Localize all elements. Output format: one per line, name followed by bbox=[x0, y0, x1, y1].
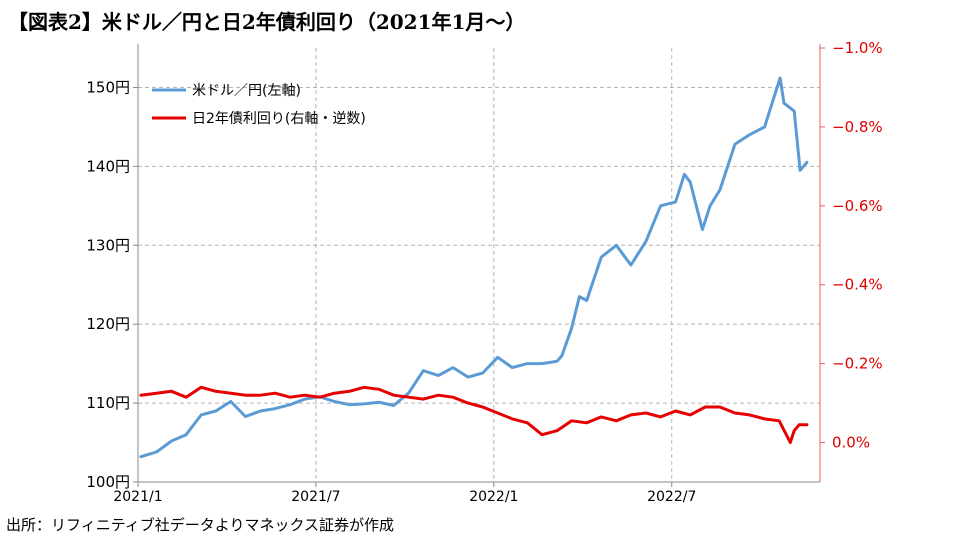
left-tick-label: 140円 bbox=[86, 157, 130, 175]
right-tick-label: −0.2% bbox=[832, 355, 883, 373]
axes bbox=[133, 44, 825, 487]
series-lines bbox=[139, 76, 809, 459]
usdjpy-series-line bbox=[139, 76, 809, 459]
x-tick-label: 2022/7 bbox=[647, 489, 696, 505]
right-tick-label: −0.6% bbox=[832, 197, 883, 215]
left-tick-label: 130円 bbox=[86, 236, 130, 254]
left-tick-label: 120円 bbox=[86, 315, 130, 333]
x-tick-label: 2021/7 bbox=[291, 489, 340, 505]
jgb2y-series-line bbox=[139, 385, 809, 444]
right-tick-label: −0.8% bbox=[832, 118, 883, 136]
legend-label: 米ドル／円(左軸) bbox=[192, 83, 301, 99]
legend-label: 日2年債利回り(右軸・逆数) bbox=[192, 111, 366, 127]
chart-title: 【図表2】米ドル／円と日2年債利回り（2021年1月～） bbox=[8, 10, 526, 34]
x-tick-label: 2021/1 bbox=[113, 489, 162, 505]
x-tick-label: 2022/1 bbox=[469, 489, 518, 505]
right-tick-label: −0.4% bbox=[832, 276, 883, 294]
tick-labels: 100円 110円 120円 130円 140円 150円 2021/1 2021/7 2022… bbox=[86, 39, 882, 505]
right-tick-label: 0.0% bbox=[832, 434, 870, 452]
source-note: 出所：リフィニティブ社データよりマネックス証券が作成 bbox=[6, 516, 395, 534]
left-tick-label: 100円 bbox=[86, 473, 130, 491]
right-tick-label: −1.0% bbox=[832, 39, 883, 57]
left-tick-label: 110円 bbox=[86, 394, 130, 412]
grid-lines bbox=[138, 48, 820, 482]
dual-axis-line-chart: 100円 110円 120円 130円 140円 150円 2021/1 2021/7 2022… bbox=[86, 39, 882, 505]
legend: 米ドル／円(左軸) 日2年債利回り(右軸・逆数) bbox=[152, 83, 366, 127]
left-tick-label: 150円 bbox=[86, 78, 130, 96]
